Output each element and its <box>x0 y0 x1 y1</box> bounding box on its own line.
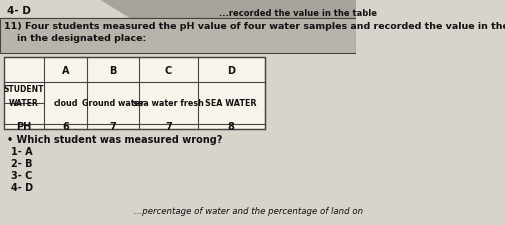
Text: ...percentage of water and the percentage of land on: ...percentage of water and the percentag… <box>134 206 363 215</box>
FancyBboxPatch shape <box>0 19 356 54</box>
Text: STUDENT: STUDENT <box>4 85 44 94</box>
Text: • Which student was measured wrong?: • Which student was measured wrong? <box>7 134 222 144</box>
Text: WATER: WATER <box>9 99 38 108</box>
Text: in the designated place:: in the designated place: <box>4 34 146 43</box>
Text: A: A <box>62 65 69 75</box>
Text: 6: 6 <box>62 122 69 132</box>
Text: 3- C: 3- C <box>11 170 33 180</box>
Text: B: B <box>110 65 117 75</box>
Text: sea water fresh: sea water fresh <box>133 99 204 108</box>
Text: 11) Four students measured the pH value of four water samples and recorded the v: 11) Four students measured the pH value … <box>4 22 505 31</box>
Polygon shape <box>99 0 356 26</box>
FancyBboxPatch shape <box>4 58 265 129</box>
Text: 7: 7 <box>165 122 172 132</box>
Text: SEA WATER: SEA WATER <box>206 99 257 108</box>
Text: C: C <box>165 65 172 75</box>
Text: 1- A: 1- A <box>11 146 33 156</box>
Text: cloud: cloud <box>53 99 78 108</box>
Text: 7: 7 <box>110 122 117 132</box>
Text: Ground water: Ground water <box>82 99 144 108</box>
FancyBboxPatch shape <box>0 19 356 33</box>
Text: ...recorded the value in the table: ...recorded the value in the table <box>219 9 377 17</box>
Text: 8: 8 <box>228 122 235 132</box>
Text: PH: PH <box>16 122 31 132</box>
Text: D: D <box>227 65 235 75</box>
Text: 4- D: 4- D <box>11 182 33 192</box>
Text: 2- B: 2- B <box>11 158 33 168</box>
Text: 4- D: 4- D <box>7 6 31 16</box>
